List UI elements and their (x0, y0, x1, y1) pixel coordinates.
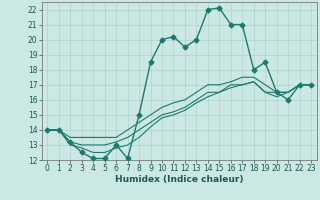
X-axis label: Humidex (Indice chaleur): Humidex (Indice chaleur) (115, 175, 244, 184)
